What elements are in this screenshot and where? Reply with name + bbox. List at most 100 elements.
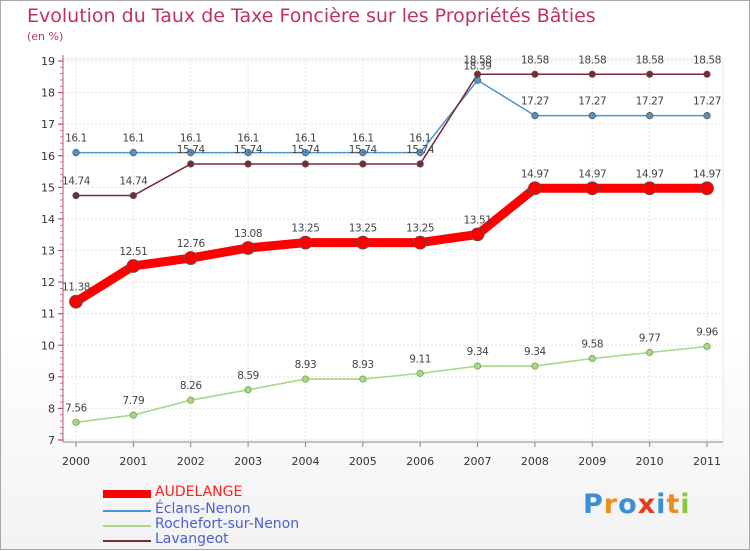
x-tick-label-2001: 2001 <box>119 455 147 468</box>
data-label-lavangeot: 18.58 <box>693 54 721 66</box>
data-point-eclans-nenon <box>187 148 195 157</box>
data-point-rochefort-sur-nenon <box>416 369 424 377</box>
data-point-lavangeot <box>531 70 539 78</box>
data-label-eclans-nenon: 16.1 <box>122 133 144 145</box>
data-point-rochefort-sur-nenon <box>588 354 596 363</box>
logo-letter: x <box>637 489 657 520</box>
data-label-audelange: 13.25 <box>406 223 434 235</box>
data-label-eclans-nenon: 16.1 <box>180 133 202 145</box>
data-point-eclans-nenon <box>646 112 654 120</box>
series-line-eclans-nenon <box>75 79 708 154</box>
data-label-eclans-nenon: 16.1 <box>409 133 431 145</box>
legend-label-audelange: AUDELANGE <box>155 484 243 500</box>
data-point-lavangeot <box>301 160 310 168</box>
data-point-audelange <box>183 251 198 265</box>
data-point-audelange <box>413 235 428 250</box>
y-tick-label-11: 11 <box>41 308 55 321</box>
data-label-eclans-nenon: 17.27 <box>578 96 606 108</box>
data-point-rochefort-sur-nenon <box>359 375 367 383</box>
data-label-rochefort-sur-nenon: 7.56 <box>65 402 87 414</box>
data-point-lavangeot <box>72 191 80 200</box>
chart-unit-label: (en %) <box>27 30 64 43</box>
data-point-audelange <box>355 235 370 250</box>
data-label-rochefort-sur-nenon: 8.93 <box>352 359 374 371</box>
data-label-eclans-nenon: 16.1 <box>65 133 87 145</box>
data-label-eclans-nenon: 17.27 <box>693 96 721 108</box>
y-tick-label-7: 7 <box>48 434 55 447</box>
data-point-eclans-nenon <box>72 148 80 157</box>
data-label-eclans-nenon: 16.1 <box>295 133 317 145</box>
proxiti-logo: Proxiti <box>583 489 691 520</box>
data-label-lavangeot: 14.74 <box>119 176 148 188</box>
data-label-rochefort-sur-nenon: 8.93 <box>295 359 317 371</box>
series-line-rochefort-sur-nenon <box>75 345 708 424</box>
data-point-eclans-nenon <box>301 148 310 157</box>
data-label-lavangeot: 18.58 <box>521 54 549 66</box>
data-label-rochefort-sur-nenon: 9.34 <box>467 346 489 358</box>
data-point-eclans-nenon <box>129 148 137 157</box>
data-label-rochefort-sur-nenon: 9.58 <box>581 339 603 351</box>
data-point-lavangeot <box>703 70 711 78</box>
data-point-rochefort-sur-nenon <box>72 418 80 426</box>
y-tick-label-18: 18 <box>41 87 55 100</box>
data-label-eclans-nenon: 16.1 <box>352 133 374 145</box>
data-label-rochefort-sur-nenon: 9.96 <box>696 327 718 339</box>
data-label-eclans-nenon: 16.1 <box>237 133 259 145</box>
data-point-lavangeot <box>129 191 137 200</box>
logo-letter: o <box>618 489 638 520</box>
data-label-rochefort-sur-nenon: 9.77 <box>639 333 661 345</box>
legend-label-rochefort-sur-nenon: Rochefort-sur-Nenon <box>155 516 300 532</box>
data-label-audelange: 11.38 <box>62 282 90 294</box>
x-tick-label-2011: 2011 <box>693 455 721 468</box>
data-point-audelange <box>241 241 255 255</box>
x-tick-label-2002: 2002 <box>177 455 205 468</box>
data-point-lavangeot <box>473 70 482 78</box>
y-tick-label-8: 8 <box>48 402 55 415</box>
data-point-eclans-nenon <box>416 148 424 157</box>
data-point-audelange <box>470 227 485 242</box>
data-point-audelange <box>642 181 657 196</box>
series-line-audelange <box>71 183 712 307</box>
data-point-rochefort-sur-nenon <box>646 348 654 357</box>
data-label-audelange: 12.51 <box>119 246 147 258</box>
y-tick-label-9: 9 <box>48 371 55 384</box>
data-label-lavangeot: 15.74 <box>234 144 263 156</box>
data-label-lavangeot: 18.58 <box>636 54 664 66</box>
logo-letter: t <box>666 489 681 520</box>
data-label-audelange: 13.25 <box>291 223 319 235</box>
data-point-lavangeot <box>359 160 367 168</box>
y-tick-label-13: 13 <box>41 245 55 258</box>
legend-label-lavangeot: Lavangeot <box>155 531 229 547</box>
x-tick-label-2000: 2000 <box>62 455 90 468</box>
x-tick-label-2008: 2008 <box>521 455 549 468</box>
x-tick-label-2009: 2009 <box>578 455 606 468</box>
data-point-audelange <box>528 181 542 196</box>
data-point-eclans-nenon <box>473 76 482 84</box>
data-point-eclans-nenon <box>588 112 596 120</box>
x-tick-label-2007: 2007 <box>464 455 492 468</box>
data-label-lavangeot: 18.58 <box>464 54 492 66</box>
x-tick-label-2003: 2003 <box>234 455 262 468</box>
legend-label-eclans-nenon: Éclans-Nenon <box>155 501 251 517</box>
data-point-rochefort-sur-nenon <box>531 362 539 370</box>
data-point-rochefort-sur-nenon <box>301 375 310 383</box>
y-tick-label-15: 15 <box>41 181 55 194</box>
logo-letter: P <box>583 489 604 520</box>
data-label-lavangeot: 18.58 <box>578 54 606 66</box>
data-point-lavangeot <box>416 160 424 168</box>
data-label-rochefort-sur-nenon: 9.34 <box>524 346 546 358</box>
data-point-rochefort-sur-nenon <box>129 411 137 419</box>
data-point-audelange <box>69 294 83 309</box>
data-label-eclans-nenon: 18.39 <box>464 60 492 72</box>
data-label-audelange: 14.97 <box>693 168 721 180</box>
data-label-audelange: 14.97 <box>636 168 664 180</box>
data-label-lavangeot: 15.74 <box>291 144 320 156</box>
x-tick-label-2010: 2010 <box>636 455 664 468</box>
data-point-eclans-nenon <box>244 148 252 157</box>
y-tick-label-16: 16 <box>41 150 55 163</box>
y-tick-label-10: 10 <box>41 339 55 352</box>
logo-letter: i <box>680 489 691 520</box>
series-line-lavangeot <box>75 73 708 197</box>
data-label-lavangeot: 15.74 <box>177 144 206 156</box>
data-point-audelange <box>585 181 600 196</box>
